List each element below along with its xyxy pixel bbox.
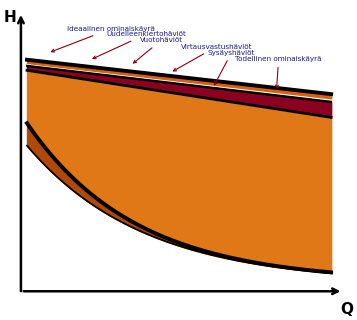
- Text: Virtausvastushäviöt: Virtausvastushäviöt: [174, 44, 252, 71]
- Text: Sysäyshäviöt: Sysäyshäviöt: [208, 50, 255, 85]
- Text: Uudelleenkiertohäviöt: Uudelleenkiertohäviöt: [93, 31, 186, 59]
- Text: Q: Q: [340, 302, 353, 317]
- Text: Todellinen ominaiskäyrä: Todellinen ominaiskäyrä: [235, 56, 322, 88]
- Text: H: H: [4, 10, 17, 25]
- Text: Vuotohäviöt: Vuotohäviöt: [134, 37, 183, 63]
- Text: Ideaalinen ominaiskäyrä: Ideaalinen ominaiskäyrä: [51, 26, 155, 52]
